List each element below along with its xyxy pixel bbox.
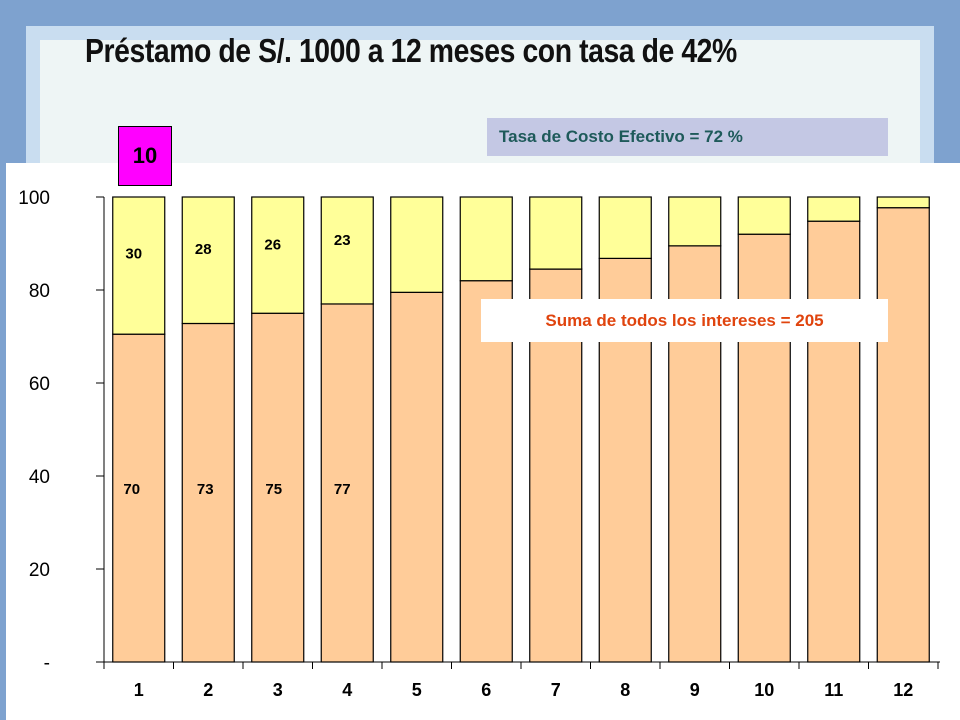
bar-interest <box>668 196 722 247</box>
y-tick-label: 20 <box>29 560 50 581</box>
bar-value-label: 75 <box>265 481 282 498</box>
x-tick-label: 10 <box>754 680 774 700</box>
slide-title: Préstamo de S/. 1000 a 12 meses con tasa… <box>85 32 737 69</box>
y-tick-label: 80 <box>29 281 50 302</box>
bar-value-label: 77 <box>334 481 351 498</box>
bar-interest <box>876 196 930 209</box>
bar-capital <box>876 207 930 663</box>
x-tick-label: 6 <box>481 680 491 700</box>
bar-interest <box>320 196 374 305</box>
bar-value-label: 28 <box>195 241 212 258</box>
bar-interest <box>459 196 513 282</box>
bar-interest <box>181 196 235 325</box>
x-tick-label: 12 <box>893 680 913 700</box>
y-tick-label: 100 <box>18 188 50 209</box>
y-tick-label: 40 <box>29 467 50 488</box>
bar-interest <box>251 196 305 314</box>
bar-value-label: 23 <box>334 232 351 249</box>
bar-capital <box>112 333 166 663</box>
bar-capital <box>807 220 861 663</box>
bar-interest <box>807 196 861 222</box>
bar-value-label: 26 <box>264 236 281 253</box>
bar-value-label: 30 <box>125 246 142 263</box>
tce-label: Tasa de Costo Efectivo = 72 % <box>487 118 888 156</box>
bar-interest <box>737 196 791 235</box>
bar-interest <box>598 196 652 259</box>
x-tick-label: 7 <box>551 680 561 700</box>
x-tick-label: 11 <box>824 680 843 700</box>
bar-interest <box>390 196 444 293</box>
x-tick-label: 2 <box>203 680 213 700</box>
interest-sum-label: Suma de todos los intereses = 205 <box>481 299 888 342</box>
bar-interest <box>112 196 166 335</box>
bar-capital <box>459 280 513 663</box>
x-tick-label: 4 <box>342 680 352 700</box>
bar-value-label: 70 <box>123 481 140 498</box>
y-tick-label: 60 <box>29 374 50 395</box>
period-tag: 10 <box>118 126 172 186</box>
x-tick-label: 3 <box>273 680 283 700</box>
x-tick-label: 1 <box>134 680 144 700</box>
bar-capital <box>181 322 235 663</box>
x-tick-label: 8 <box>620 680 630 700</box>
bar-capital <box>320 303 374 663</box>
bar-capital <box>390 291 444 663</box>
y-tick-label: - <box>44 653 50 674</box>
bar-interest <box>529 196 583 270</box>
x-tick-label: 9 <box>690 680 700 700</box>
x-tick-label: 5 <box>412 680 422 700</box>
bar-value-label: 73 <box>197 481 214 498</box>
